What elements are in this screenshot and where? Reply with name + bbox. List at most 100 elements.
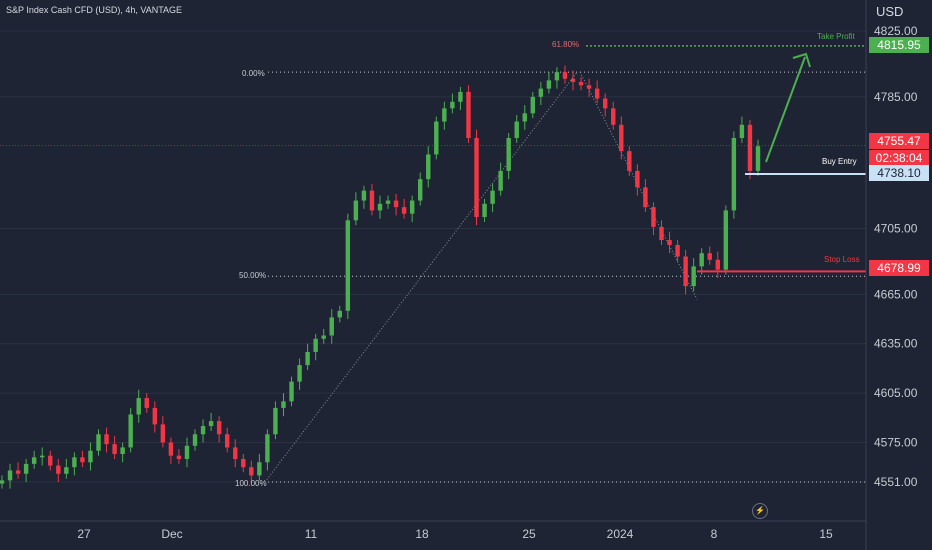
candle-body [297,365,302,382]
candle-body [667,240,672,245]
candle-body [538,88,544,97]
candle-body [265,434,270,463]
candle-body [659,226,664,241]
currency-label: USD [876,4,904,19]
candle-body [160,424,166,443]
price-tick-label: 4825.00 [874,24,918,38]
candle-body [257,462,262,476]
candle-body [554,72,560,81]
current-price-badge: 4755.47 [869,133,929,149]
candle-body [208,421,214,427]
candle-body [747,124,753,171]
candle-body [675,244,680,257]
stop-loss-price-badge: 4678.99 [869,260,929,276]
chart-grid [0,30,866,483]
candle-body [458,91,463,102]
fib-trend-line-down [579,71,698,300]
candle-body [241,458,246,468]
buy-entry-label: Buy Entry [822,157,857,166]
candle-body [64,467,69,474]
candle-body [611,108,616,125]
lightning-icon[interactable]: ⚡ [752,503,768,519]
take-profit-price-badge: 4815.95 [869,37,929,53]
candle-body [570,78,576,83]
price-tick-label: 4551.00 [874,475,918,489]
time-tick-label: 2024 [607,527,634,541]
candle-body [707,253,712,260]
candle-body [104,434,109,445]
candle-body [31,457,37,464]
candle-body [0,480,5,484]
fibonacci-retracement [264,45,866,483]
candle-body [651,207,656,227]
candle-body [643,187,648,208]
projection-arrow-head [792,52,811,68]
candle-body [281,401,286,408]
candle-body [329,317,334,336]
candle-body [490,190,495,204]
candle-body [699,253,704,267]
candle-body [506,137,511,171]
candle-body [192,434,198,446]
candle-body [586,85,592,89]
candle-body [482,203,487,217]
candle-body [337,310,342,318]
candle-body [144,398,149,408]
candle-body [691,266,696,287]
candle-body [731,137,737,211]
candle-body [249,467,254,476]
fib-level-50-label: 50.00% [239,271,267,280]
fib-level-0-label: 0.00% [242,69,265,78]
buy-entry-price-badge: 4738.10 [869,165,929,181]
candle-body [369,190,375,211]
candle-body [200,426,206,435]
candle-body [426,154,431,180]
candle-body [40,455,45,458]
time-tick-label: 25 [522,527,536,541]
candle-body [715,259,720,270]
stop-loss-label: Stop Loss [824,255,860,264]
price-tick-label: 4575.00 [874,435,918,449]
candle-body [56,465,61,474]
candle-body [128,414,133,448]
fib-level-100-label: 100.00% [235,479,267,488]
candle-body [514,121,519,138]
candle-body [739,124,745,138]
price-tick-label: 4635.00 [874,337,918,351]
candle-body [418,179,423,201]
candle-body [450,101,455,109]
candle-body [683,256,688,287]
candle-body [112,444,117,455]
candle-body [120,447,125,455]
candle-body [434,121,439,155]
time-tick-label: 8 [711,527,718,541]
candle-body [80,457,85,463]
fib-trend-line-up [264,71,578,483]
trade-levels [0,52,866,273]
candle-body [345,220,351,311]
take-profit-label: Take Profit [817,32,855,41]
time-tick-label: Dec [161,527,182,541]
candle-body [353,200,359,221]
candle-body [15,470,21,474]
candle-body [216,421,222,435]
candle-body [578,82,584,86]
candle-body [723,210,729,270]
candle-body [224,434,230,448]
candle-body [305,351,310,366]
time-tick-label: 18 [415,527,429,541]
candle-body [321,335,326,339]
candle-body [313,338,318,352]
candle-body [530,96,536,114]
time-tick-label: 27 [77,527,91,541]
candle-body [88,450,93,463]
candle-body [602,98,608,109]
fib-level-61-8-label: 61.80% [552,40,580,49]
candle-body [96,434,101,451]
candle-body [289,381,294,402]
candle-body [466,91,471,138]
price-tick-label: 4705.00 [874,222,918,236]
